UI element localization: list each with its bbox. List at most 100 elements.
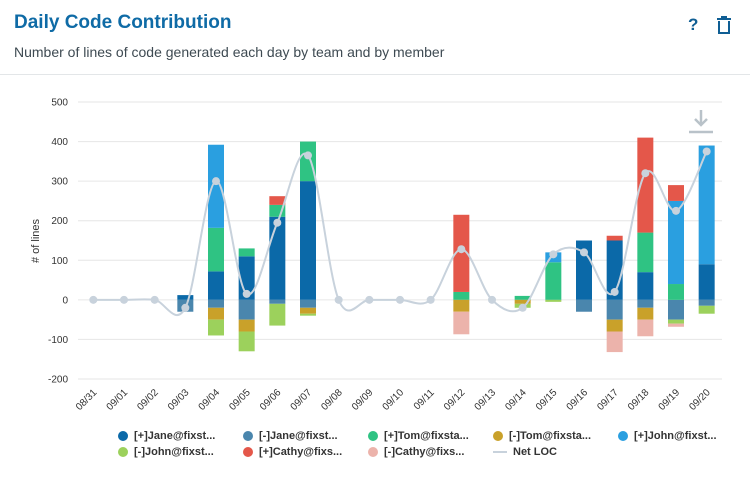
bar-segment[interactable] — [238, 299, 255, 320]
bar-segment[interactable] — [238, 319, 255, 332]
bar-segment[interactable] — [177, 295, 194, 300]
bar-segment[interactable] — [238, 331, 255, 352]
bar-segment[interactable] — [453, 311, 470, 335]
net-loc-point[interactable] — [150, 295, 159, 304]
net-loc-point[interactable] — [426, 295, 435, 304]
legend-label: Net LOC — [513, 446, 557, 458]
bar-segment[interactable] — [269, 204, 286, 217]
bar-segment[interactable] — [637, 299, 654, 308]
bar-segment[interactable] — [637, 272, 654, 300]
bar-segment[interactable] — [637, 307, 654, 320]
net-loc-point[interactable] — [365, 295, 374, 304]
x-tick-label: 09/01 — [105, 387, 131, 413]
net-loc-point[interactable] — [518, 303, 527, 312]
bar-segment[interactable] — [453, 214, 470, 292]
delete-button[interactable] — [716, 16, 732, 39]
net-loc-point[interactable] — [89, 295, 98, 304]
bar-segment[interactable] — [668, 200, 684, 285]
y-tick-label: 500 — [51, 98, 68, 109]
bar-segment[interactable] — [208, 307, 224, 320]
y-tick-label: 400 — [51, 137, 68, 148]
bar-segment[interactable] — [300, 307, 316, 314]
bar-segment[interactable] — [698, 145, 715, 265]
x-tick-label: 09/06 — [258, 387, 284, 413]
bar-segment[interactable] — [453, 299, 470, 312]
y-tick-label: 0 — [62, 295, 68, 306]
bar-segment[interactable] — [637, 319, 654, 337]
legend-label: [+]Jane@fixst... — [134, 430, 216, 442]
bar-segment[interactable] — [698, 299, 715, 306]
bar-segment[interactable] — [269, 196, 286, 205]
x-tick-label: 09/05 — [227, 387, 253, 413]
bar-segment[interactable] — [637, 232, 654, 273]
bar-segment[interactable] — [606, 299, 623, 320]
net-loc-point[interactable] — [334, 295, 343, 304]
bar-segment[interactable] — [238, 248, 255, 257]
net-loc-point[interactable] — [549, 250, 558, 259]
legend-line-marker — [493, 451, 507, 453]
net-loc-point[interactable] — [641, 169, 650, 178]
legend-item[interactable]: [+]John@fixst... — [618, 430, 717, 442]
bar-segment[interactable] — [208, 299, 224, 308]
help-button[interactable]: ? — [688, 15, 698, 35]
net-loc-point[interactable] — [396, 295, 404, 304]
bar-segment[interactable] — [606, 235, 623, 241]
bar-segment[interactable] — [208, 144, 224, 228]
legend-marker — [368, 447, 378, 457]
net-loc-point[interactable] — [242, 289, 251, 298]
legend-item[interactable]: [-]Cathy@fixs... — [368, 446, 464, 458]
bar-segment[interactable] — [300, 181, 316, 300]
bar-segment[interactable] — [606, 319, 623, 332]
net-loc-point[interactable] — [457, 245, 466, 254]
legend-item[interactable]: [+]Jane@fixst... — [118, 430, 215, 442]
legend-item[interactable]: [+]Cathy@fixs... — [243, 446, 342, 458]
net-loc-point[interactable] — [702, 147, 711, 156]
legend-item[interactable]: Net LOC — [493, 446, 557, 458]
bar-segment[interactable] — [576, 299, 592, 312]
net-loc-point[interactable] — [120, 295, 128, 304]
net-loc-point[interactable] — [610, 287, 619, 296]
net-loc-point[interactable] — [273, 218, 282, 227]
net-loc-point[interactable] — [580, 248, 588, 257]
net-loc-point[interactable] — [672, 206, 680, 215]
bar-segment[interactable] — [668, 319, 684, 324]
bar-segment[interactable] — [269, 216, 286, 300]
bar-segment[interactable] — [514, 299, 531, 304]
legend-item[interactable]: [-]Jane@fixst... — [243, 430, 338, 442]
bar-segment[interactable] — [269, 303, 286, 326]
bar-segment[interactable] — [668, 284, 684, 300]
page-subtitle: Number of lines of code generated each d… — [14, 44, 445, 60]
bar-segment[interactable] — [208, 227, 224, 272]
bar-segment[interactable] — [545, 299, 562, 302]
net-loc-point[interactable] — [181, 303, 190, 312]
net-loc-point[interactable] — [304, 151, 312, 160]
bar-segment[interactable] — [698, 305, 715, 314]
legend-item[interactable]: [+]Tom@fixsta... — [368, 430, 469, 442]
bar-segment[interactable] — [668, 185, 684, 201]
bar-segment[interactable] — [698, 264, 715, 300]
x-tick-label: 09/15 — [534, 387, 560, 413]
bar-segment[interactable] — [208, 319, 224, 336]
bar-segment[interactable] — [453, 291, 470, 300]
x-tick-label: 09/13 — [473, 387, 499, 413]
header-divider — [0, 74, 750, 75]
bar-segment[interactable] — [300, 313, 316, 316]
legend-label: [-]John@fixst... — [134, 446, 214, 458]
net-loc-point[interactable] — [488, 295, 496, 304]
bar-segment[interactable] — [300, 141, 316, 182]
bar-segment[interactable] — [514, 295, 531, 300]
legend-label: [+]Cathy@fixs... — [259, 446, 343, 458]
bar-segment[interactable] — [668, 299, 684, 320]
legend-item[interactable]: [-]Tom@fixsta... — [493, 430, 591, 442]
bar-segment[interactable] — [545, 262, 562, 300]
bar-segment[interactable] — [606, 331, 623, 353]
bar-segment[interactable] — [300, 299, 316, 308]
bar-segment[interactable] — [637, 137, 654, 233]
download-button[interactable] — [689, 110, 713, 134]
legend-label: [+]John@fixst... — [634, 430, 717, 442]
legend-item[interactable]: [-]John@fixst... — [118, 446, 214, 458]
net-loc-point[interactable] — [212, 177, 220, 186]
bar-segment[interactable] — [668, 323, 684, 327]
bar-segment[interactable] — [208, 271, 224, 300]
bar-segment[interactable] — [269, 299, 286, 304]
